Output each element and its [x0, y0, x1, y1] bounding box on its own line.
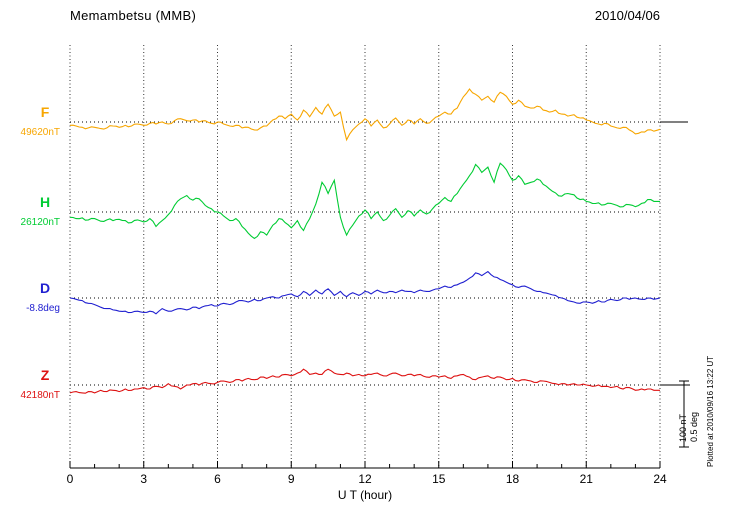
trace-H	[69, 162, 660, 240]
x-tick-label-9: 9	[287, 472, 295, 486]
trace-D	[69, 270, 661, 315]
trace-F	[69, 88, 661, 142]
component-label-Z: Z	[40, 367, 50, 383]
x-tick-label-15: 15	[432, 472, 446, 486]
x-tick-label-18: 18	[505, 472, 520, 486]
component-label-H: H	[39, 194, 51, 210]
baseline-value-H: 26120nT	[20, 217, 60, 228]
component-label-D: D	[39, 280, 51, 296]
x-tick-label-21: 21	[579, 472, 593, 486]
x-tick-label-0: 0	[66, 472, 74, 486]
station-title: Memambetsu (MMB)	[70, 8, 197, 23]
baseline-value-D: -8.8deg	[26, 303, 60, 314]
trace-Z	[69, 368, 660, 394]
x-axis-label: U T (hour)	[337, 488, 393, 502]
x-tick-label-3: 3	[140, 472, 148, 486]
x-tick-label-6: 6	[214, 472, 221, 486]
scale-bar-nt-label: 100 nT	[678, 413, 688, 442]
baseline-value-F: 49620nT	[20, 127, 60, 138]
plotted-at-note: Plotted at 2010/09/16 13:22 UT	[706, 355, 715, 467]
observation-date: 2010/04/06	[594, 8, 660, 23]
x-tick-label-24: 24	[653, 472, 667, 486]
component-label-F: F	[40, 104, 50, 120]
baseline-value-Z: 42180nT	[20, 390, 60, 401]
x-tick-label-12: 12	[358, 472, 372, 486]
scale-bar-deg-label: 0.5 deg	[689, 411, 699, 442]
